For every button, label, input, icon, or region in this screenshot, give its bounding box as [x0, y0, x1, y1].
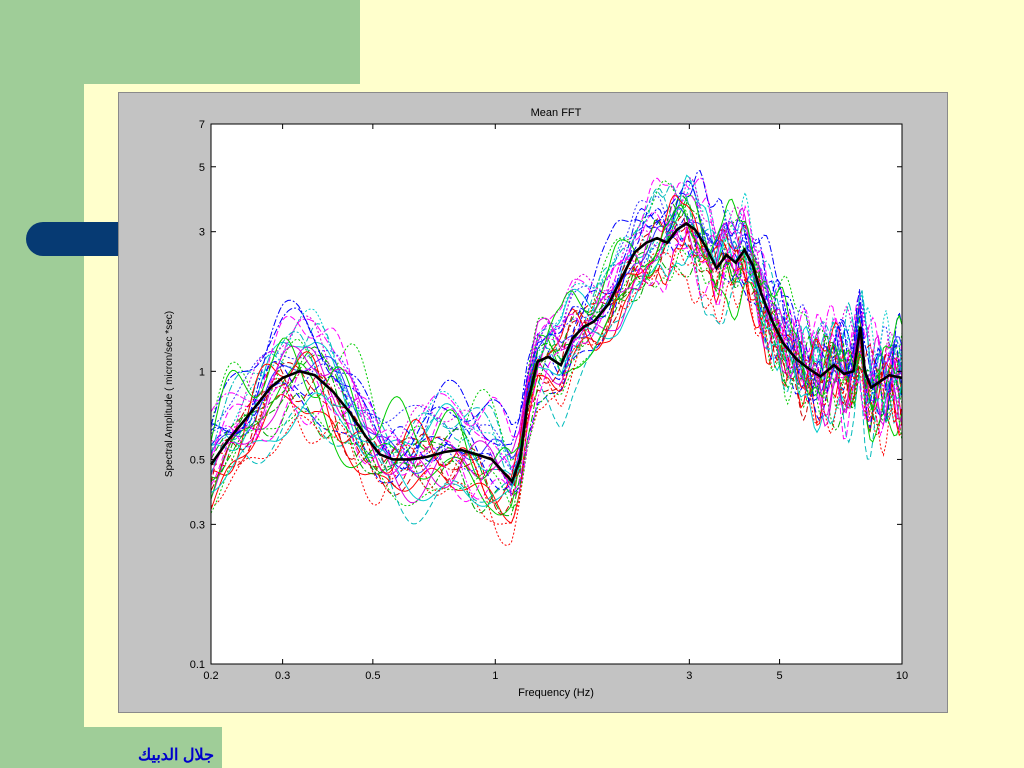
record-curve: [210, 177, 903, 467]
record-curve: [210, 178, 903, 469]
y-tick-label: 1: [199, 366, 205, 378]
record-curve: [210, 187, 903, 472]
record-curve: [210, 204, 903, 503]
y-tick-label: 3: [199, 227, 205, 239]
fft-chart: 0.2 0.3 0.5 1 3 5 10 0.1 0.3 0.5 1 3 5 7 Mean FFT Fr…: [164, 107, 908, 699]
x-tick-label: 3: [686, 670, 692, 682]
y-tick-label: 5: [199, 162, 205, 174]
y-axis: 0.1 0.3 0.5 1 3 5 7: [190, 119, 902, 671]
y-tick-label: 0.3: [190, 519, 205, 531]
y-tick-label: 0.1: [190, 659, 205, 671]
record-curve: [210, 194, 903, 461]
chart-title: Mean FFT: [531, 107, 582, 119]
record-curve: [210, 251, 903, 546]
x-tick-label: 0.2: [203, 670, 218, 682]
record-curve: [210, 207, 903, 489]
x-tick-label: 10: [896, 670, 908, 682]
record-curves: [210, 169, 903, 546]
x-axis-label: Frequency (Hz): [518, 687, 594, 699]
record-curve: [210, 224, 903, 524]
slide-decor-bottom: [0, 727, 222, 768]
x-axis: 0.2 0.3 0.5 1 3 5 10: [203, 124, 908, 682]
x-tick-label: 0.5: [365, 670, 380, 682]
record-curve: [210, 182, 903, 487]
slide-decor-tab: [26, 222, 126, 256]
x-tick-label: 1: [492, 670, 498, 682]
record-curve: [210, 201, 903, 487]
slide-decor-left: [0, 0, 84, 768]
plot-frame: [210, 123, 903, 665]
mean-fft-line: [209, 221, 903, 485]
record-curve: [210, 218, 903, 491]
record-curve: [210, 169, 903, 461]
chart-figure: 0.2 0.3 0.5 1 3 5 10 0.1 0.3 0.5 1 3 5 7 Mean FFT Fr…: [118, 92, 948, 713]
x-tick-label: 0.3: [275, 670, 290, 682]
y-tick-label: 7: [199, 119, 205, 131]
x-tick-label: 5: [777, 670, 783, 682]
y-axis-label: Spectral Amplitude ( micron/sec *sec): [164, 311, 175, 477]
author-footer: جلال الدبيك: [138, 747, 214, 764]
y-tick-label: 0.5: [190, 454, 205, 466]
record-curve: [210, 219, 903, 525]
record-curve: [210, 246, 903, 514]
